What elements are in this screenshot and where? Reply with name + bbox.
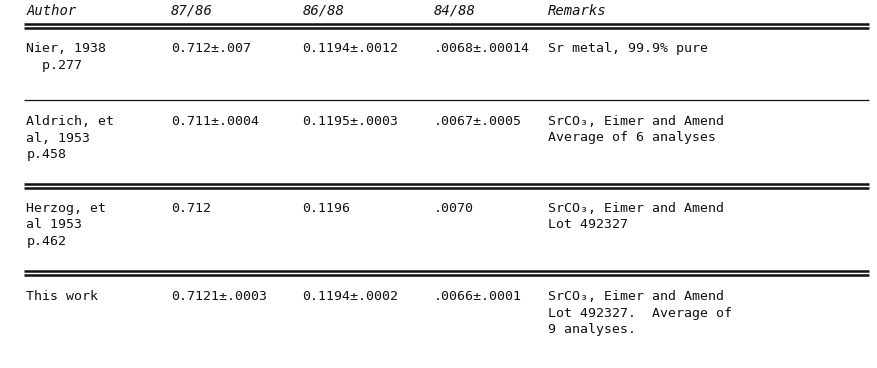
Text: 0.1194±.0002: 0.1194±.0002 <box>303 290 398 303</box>
Text: 86/88: 86/88 <box>303 4 345 18</box>
Text: 87/86: 87/86 <box>171 4 213 18</box>
Text: .0066±.0001: .0066±.0001 <box>434 290 522 303</box>
Text: 0.1194±.0012: 0.1194±.0012 <box>303 42 398 55</box>
Text: 0.7121±.0003: 0.7121±.0003 <box>171 290 267 303</box>
Text: Herzog, et
al 1953
p.462: Herzog, et al 1953 p.462 <box>26 202 106 248</box>
Text: Aldrich, et
al, 1953
p.458: Aldrich, et al, 1953 p.458 <box>26 115 114 161</box>
Text: .0070: .0070 <box>434 202 474 215</box>
Text: Remarks: Remarks <box>548 4 607 18</box>
Text: 0.1195±.0003: 0.1195±.0003 <box>303 115 398 128</box>
Text: This work: This work <box>26 290 98 303</box>
Text: Nier, 1938
  p.277: Nier, 1938 p.277 <box>26 42 106 71</box>
Text: SrCO₃, Eimer and Amend
Average of 6 analyses: SrCO₃, Eimer and Amend Average of 6 anal… <box>548 115 724 145</box>
Text: .0068±.00014: .0068±.00014 <box>434 42 530 55</box>
Text: 0.712±.007: 0.712±.007 <box>171 42 251 55</box>
Text: 0.1196: 0.1196 <box>303 202 351 215</box>
Text: 84/88: 84/88 <box>434 4 476 18</box>
Text: 0.711±.0004: 0.711±.0004 <box>171 115 259 128</box>
Text: .0067±.0005: .0067±.0005 <box>434 115 522 128</box>
Text: 0.712: 0.712 <box>171 202 211 215</box>
Text: SrCO₃, Eimer and Amend
Lot 492327.  Average of
9 analyses.: SrCO₃, Eimer and Amend Lot 492327. Avera… <box>548 290 732 336</box>
Text: Author: Author <box>26 4 76 18</box>
Text: SrCO₃, Eimer and Amend
Lot 492327: SrCO₃, Eimer and Amend Lot 492327 <box>548 202 724 231</box>
Text: Sr metal, 99.9% pure: Sr metal, 99.9% pure <box>548 42 708 55</box>
